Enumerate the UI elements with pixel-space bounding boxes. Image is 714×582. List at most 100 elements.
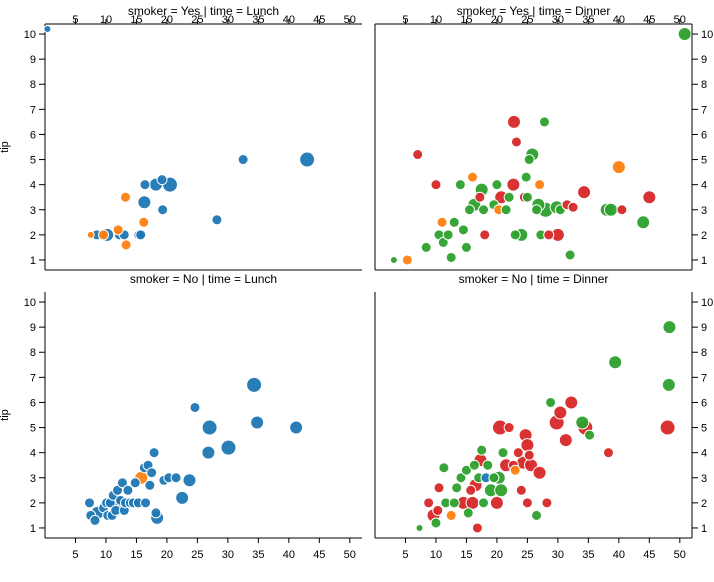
data-point xyxy=(415,523,424,532)
data-point xyxy=(491,179,503,191)
y-tick-label: 1 xyxy=(701,523,707,535)
data-point xyxy=(420,241,432,253)
y-tick-label: 9 xyxy=(30,322,36,334)
data-point xyxy=(509,464,521,476)
data-point xyxy=(423,497,435,509)
data-point xyxy=(503,422,515,434)
data-point xyxy=(86,230,95,239)
data-point xyxy=(564,249,576,261)
x-tick-label: 10 xyxy=(100,549,112,561)
y-tick-label: 2 xyxy=(30,498,36,510)
data-point xyxy=(500,204,512,216)
y-tick-label: 5 xyxy=(30,423,36,435)
data-point xyxy=(482,459,494,471)
data-point xyxy=(170,472,182,484)
data-point xyxy=(448,216,460,228)
data-point xyxy=(474,191,486,203)
data-point xyxy=(43,25,52,34)
x-tick-label: 45 xyxy=(643,14,655,26)
data-point xyxy=(135,229,147,241)
x-tick-label: 15 xyxy=(460,549,472,561)
y-tick-label: 7 xyxy=(30,372,36,384)
x-tick-label: 50 xyxy=(344,549,356,561)
data-point xyxy=(148,447,160,459)
data-point xyxy=(189,401,201,413)
y-tick-label: 7 xyxy=(30,104,36,116)
x-tick-label: 30 xyxy=(222,549,234,561)
x-tick-label: 25 xyxy=(521,14,533,26)
y-tick-label: 10 xyxy=(701,297,713,309)
y-tick-label: 8 xyxy=(701,79,707,91)
x-tick-label: 45 xyxy=(313,549,325,561)
y-tick-label: 2 xyxy=(701,498,707,510)
data-point xyxy=(575,415,590,430)
y-tick-label: 3 xyxy=(701,205,707,217)
data-point xyxy=(122,484,134,496)
data-point xyxy=(659,419,676,436)
data-point xyxy=(602,447,614,459)
x-tick-label: 40 xyxy=(283,14,295,26)
data-point xyxy=(567,201,579,213)
data-point xyxy=(139,179,151,191)
y-tick-label: 4 xyxy=(30,180,36,192)
y-tick-label: 3 xyxy=(701,473,707,485)
x-tick-label: 25 xyxy=(521,549,533,561)
data-point xyxy=(558,433,573,448)
y-tick-label: 1 xyxy=(701,255,707,267)
data-point xyxy=(448,497,460,509)
data-point xyxy=(462,507,474,519)
data-point xyxy=(89,514,101,526)
data-point xyxy=(531,204,543,216)
y-tick-label: 2 xyxy=(30,230,36,242)
data-point xyxy=(608,355,623,370)
y-tick-label: 6 xyxy=(30,397,36,409)
data-point xyxy=(577,185,592,200)
x-tick-label: 30 xyxy=(552,549,564,561)
data-point xyxy=(488,472,500,484)
y-tick-label: 8 xyxy=(701,347,707,359)
y-axis-label: tip xyxy=(0,409,11,421)
data-point xyxy=(521,497,533,509)
data-point xyxy=(445,251,457,263)
data-point xyxy=(451,482,463,494)
data-point xyxy=(521,191,533,203)
x-tick-label: 5 xyxy=(402,14,408,26)
data-point xyxy=(432,504,444,516)
x-tick-label: 35 xyxy=(252,549,264,561)
data-point xyxy=(140,497,152,509)
data-point xyxy=(201,445,216,460)
x-tick-label: 5 xyxy=(72,14,78,26)
y-tick-label: 9 xyxy=(701,322,707,334)
data-point xyxy=(289,420,304,435)
x-tick-label: 25 xyxy=(191,14,203,26)
data-point xyxy=(430,179,442,191)
data-point xyxy=(616,204,628,216)
data-point xyxy=(523,449,535,461)
data-point xyxy=(144,479,156,491)
data-point xyxy=(603,202,618,217)
data-point xyxy=(389,255,398,264)
data-point xyxy=(611,160,626,175)
data-point xyxy=(138,216,150,228)
data-point xyxy=(412,149,424,161)
data-point xyxy=(98,229,110,241)
y-tick-label: 3 xyxy=(30,205,36,217)
data-point xyxy=(250,415,265,430)
y-tick-label: 6 xyxy=(30,129,36,141)
data-point xyxy=(553,405,568,420)
y-tick-label: 4 xyxy=(701,180,707,192)
y-tick-label: 4 xyxy=(701,448,707,460)
y-tick-label: 8 xyxy=(30,347,36,359)
y-tick-label: 9 xyxy=(30,54,36,66)
data-point xyxy=(112,224,124,236)
data-point xyxy=(520,171,532,183)
x-tick-label: 5 xyxy=(72,549,78,561)
y-axis-label: tip xyxy=(0,141,11,153)
y-tick-label: 6 xyxy=(701,397,707,409)
data-point xyxy=(201,419,218,436)
y-tick-label: 5 xyxy=(701,423,707,435)
